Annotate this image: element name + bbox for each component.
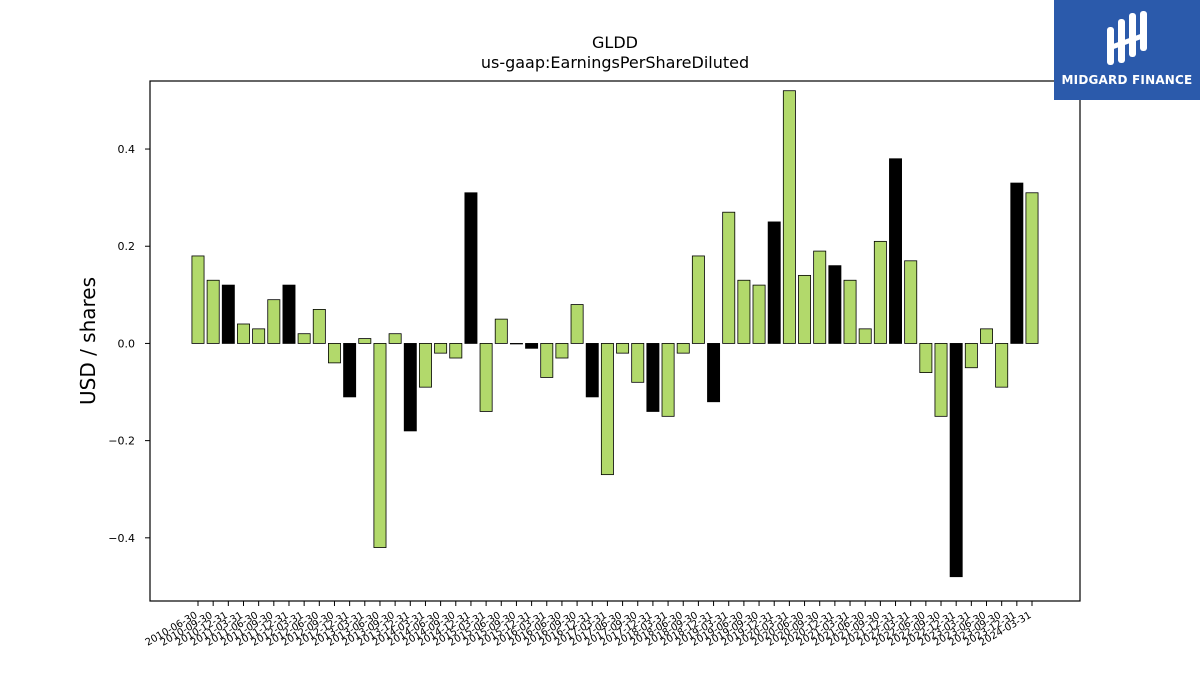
bar-2022-09-30 bbox=[934, 343, 948, 417]
bar-2017-03-31 bbox=[600, 343, 614, 476]
bar-2012-09-30 bbox=[328, 343, 341, 364]
bar-2014-12-31 bbox=[464, 192, 478, 344]
y-axis-label: USD / shares bbox=[76, 277, 100, 405]
bar-2015-03-31 bbox=[479, 343, 493, 412]
bar-2012-03-31 bbox=[297, 333, 311, 344]
bar-2019-03-31 bbox=[722, 211, 736, 344]
bar-2020-12-31 bbox=[828, 265, 842, 344]
brand-logo: MIDGARD FINANCE bbox=[1054, 0, 1200, 100]
bar-2022-06-30 bbox=[919, 343, 933, 373]
bar-2019-09-30 bbox=[752, 284, 766, 344]
bar-2013-12-31 bbox=[403, 343, 417, 432]
y-tick-label: 0.2 bbox=[118, 240, 136, 253]
bar-2018-12-31 bbox=[707, 343, 721, 403]
bar-2013-03-31 bbox=[358, 338, 372, 344]
bar-2017-09-30 bbox=[631, 343, 645, 383]
bar-2016-09-30 bbox=[570, 304, 584, 344]
bar-2023-06-30 bbox=[980, 328, 993, 344]
bar-2010-06-30 bbox=[191, 255, 205, 344]
chart-title: GLDD bbox=[592, 33, 638, 52]
bar-2023-12-31 bbox=[1010, 182, 1024, 344]
bar-2022-03-31 bbox=[904, 260, 918, 344]
bar-2014-06-30 bbox=[434, 343, 448, 354]
bar-2018-06-30 bbox=[676, 343, 690, 354]
bar-2014-03-31 bbox=[418, 343, 432, 388]
bar-2015-06-30 bbox=[494, 318, 508, 344]
midgard-m-logo-icon bbox=[1107, 11, 1147, 65]
bar-2021-03-31 bbox=[843, 279, 857, 344]
bar-2013-09-30 bbox=[388, 333, 402, 344]
y-tick-label: −0.4 bbox=[108, 532, 135, 545]
bar-2011-09-30 bbox=[267, 299, 281, 344]
bar-2021-12-31 bbox=[889, 158, 902, 344]
bar-2016-12-31 bbox=[585, 343, 599, 398]
bar-2015-09-30 bbox=[509, 343, 523, 345]
bar-2010-12-31 bbox=[221, 284, 235, 344]
bar-2016-06-30 bbox=[555, 343, 569, 359]
y-tick-label: −0.2 bbox=[108, 435, 135, 448]
bar-2019-06-30 bbox=[737, 279, 751, 344]
bar-2021-09-30 bbox=[873, 240, 887, 344]
y-axis: −0.4 −0.2 0.0 0.2 0.4 bbox=[108, 143, 150, 545]
bar-2012-12-31 bbox=[343, 343, 357, 398]
bar-2016-03-31 bbox=[540, 343, 554, 378]
brand-name: MIDGARD FINANCE bbox=[1061, 73, 1193, 87]
bar-2015-12-31 bbox=[525, 343, 539, 349]
bar-2011-03-31 bbox=[237, 323, 250, 344]
bar-2022-12-31 bbox=[949, 343, 963, 578]
bar-2018-09-30 bbox=[691, 255, 705, 344]
bar-2013-06-30 bbox=[373, 343, 387, 548]
bars-layer bbox=[191, 90, 1039, 578]
bar-2014-09-30 bbox=[449, 343, 463, 359]
bar-2011-12-31 bbox=[282, 284, 296, 344]
bar-2020-09-30 bbox=[813, 250, 827, 344]
bar-2011-06-30 bbox=[252, 328, 266, 344]
chart-subtitle: us-gaap:EarningsPerShareDiluted bbox=[481, 53, 749, 72]
bar-2017-12-31 bbox=[646, 343, 660, 412]
bar-2019-12-31 bbox=[767, 221, 781, 344]
bar-2021-06-30 bbox=[858, 328, 872, 344]
bar-2017-06-30 bbox=[616, 343, 630, 354]
bar-2023-03-31 bbox=[964, 343, 978, 369]
bar-2023-09-30 bbox=[995, 343, 1009, 388]
bar-2024-03-31 bbox=[1025, 192, 1039, 344]
y-tick-label: 0.0 bbox=[118, 337, 136, 350]
x-axis: 2010-06-302010-09-302010-12-312011-03-31… bbox=[144, 601, 1034, 649]
bar-2010-09-30 bbox=[206, 279, 220, 344]
bar-2020-06-30 bbox=[798, 274, 812, 344]
bar-2020-03-31 bbox=[782, 90, 796, 344]
plot-frame bbox=[149, 80, 1081, 602]
y-tick-label: 0.4 bbox=[118, 143, 136, 156]
bar-2018-03-31 bbox=[661, 343, 675, 417]
bar-2012-06-30 bbox=[312, 309, 326, 344]
